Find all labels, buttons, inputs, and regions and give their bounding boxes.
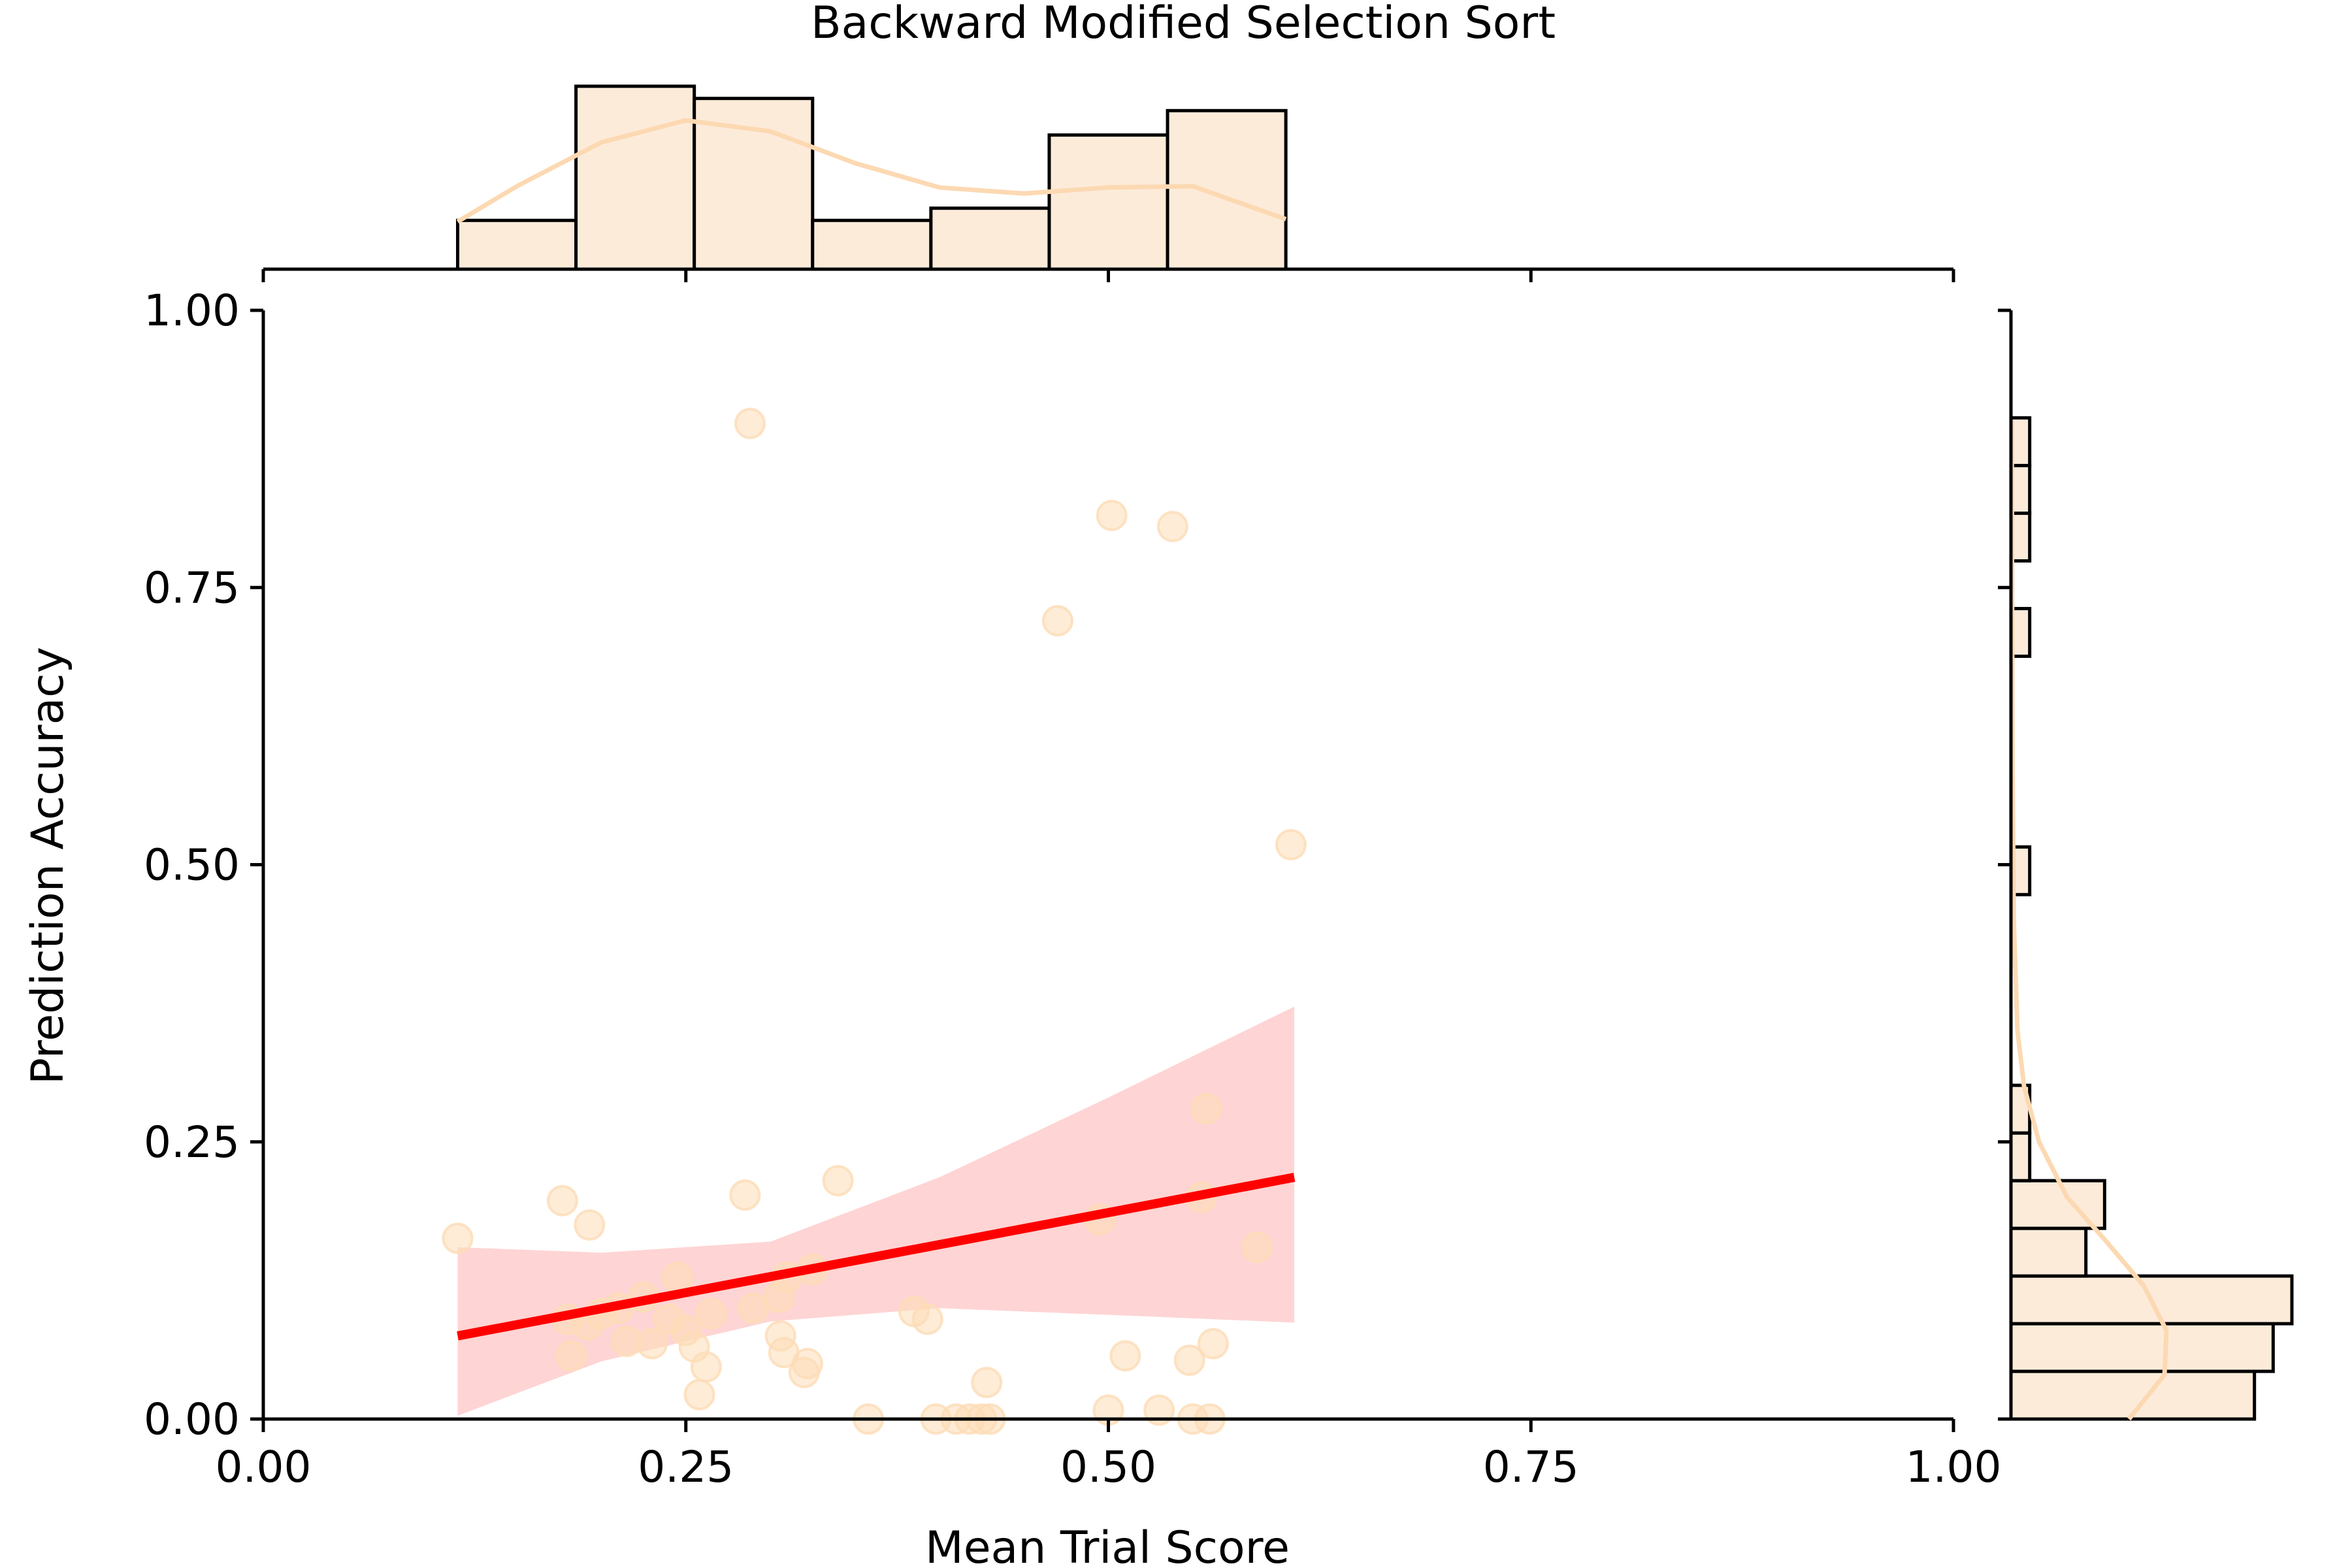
scatter-point-19 xyxy=(734,408,766,440)
scatter-point-44 xyxy=(1156,510,1188,542)
x-hist-bar-5 xyxy=(1047,133,1169,271)
y-hist-bar-5 xyxy=(2009,1131,2032,1183)
main-plot-area: 0.00 0.25 0.50 0.75 1.00 0.00 0.25 0.50 0.75 1.00 xyxy=(144,286,2001,1492)
scatter-point-28 xyxy=(822,1165,854,1197)
x-tick-label-3: 0.75 xyxy=(1483,1442,1579,1492)
scatter-point-31 xyxy=(911,1303,943,1335)
x-tick-label-2: 0.50 xyxy=(1060,1442,1156,1492)
x-tick-label-1: 0.25 xyxy=(638,1442,734,1492)
y-axis-label: Prediction Accuracy xyxy=(22,647,74,1085)
scatter-point-38 xyxy=(1041,605,1073,637)
scatter-point-43 xyxy=(1143,1394,1175,1426)
scatter-point-4 xyxy=(555,1340,587,1372)
scatter-point-26 xyxy=(792,1348,824,1380)
y-tick-label-4: 1.00 xyxy=(144,286,240,336)
x-hist-bar-6 xyxy=(1166,108,1288,271)
scatter-point-2 xyxy=(574,1209,606,1241)
scatter-point-36 xyxy=(971,1366,1003,1398)
scatter-point-16 xyxy=(690,1351,722,1383)
x-tick-label-0: 0.00 xyxy=(216,1442,312,1492)
scatter-point-10 xyxy=(636,1328,668,1360)
scatter-point-0 xyxy=(442,1222,474,1254)
x-kde-curve xyxy=(456,118,1287,224)
x-hist-bar-3 xyxy=(811,218,933,271)
y-marginal-histogram xyxy=(1998,308,2294,1421)
x-tick-label-4: 1.00 xyxy=(1906,1442,2002,1492)
y-hist-bar-20 xyxy=(2009,416,2032,468)
scatter-point-52 xyxy=(1275,828,1307,860)
y-tick-label-2: 0.50 xyxy=(144,840,240,890)
scatter-point-48 xyxy=(1190,1092,1222,1124)
y-tick-label-3: 0.75 xyxy=(144,563,240,613)
y-tick-label-1: 0.25 xyxy=(144,1117,240,1168)
scatter-point-15 xyxy=(683,1379,715,1411)
scatter-point-42 xyxy=(1109,1340,1141,1372)
scatter-point-12 xyxy=(661,1261,693,1293)
scatter-point-51 xyxy=(1241,1231,1273,1263)
chart-title: Backward Modified Selection Sort xyxy=(811,0,1556,49)
scatter-point-17 xyxy=(695,1298,727,1330)
x-hist-bar-1 xyxy=(574,84,696,271)
regression-line xyxy=(457,1173,1296,1341)
scatter-point-45 xyxy=(1173,1345,1205,1377)
y-tick-label-0: 0.00 xyxy=(144,1394,240,1445)
scatter-point-1 xyxy=(546,1184,578,1217)
y-hist-bar-3 xyxy=(2009,1226,2088,1278)
y-hist-bar-6 xyxy=(2009,1083,2032,1135)
x-axis-label: Mean Trial Score xyxy=(925,1522,1290,1568)
x-hist-bar-4 xyxy=(929,206,1051,271)
x-hist-bar-0 xyxy=(456,218,578,271)
scatter-point-18 xyxy=(729,1179,761,1211)
scatter-point-50 xyxy=(1197,1328,1229,1360)
scatter-point-41 xyxy=(1096,499,1128,531)
x-marginal-histogram xyxy=(261,84,1955,282)
y-hist-bar-1 xyxy=(2009,1322,2275,1373)
main-axes: 0.00 0.25 0.50 0.75 1.00 0.00 0.25 0.50 0.75 1.00 xyxy=(144,286,2001,1492)
